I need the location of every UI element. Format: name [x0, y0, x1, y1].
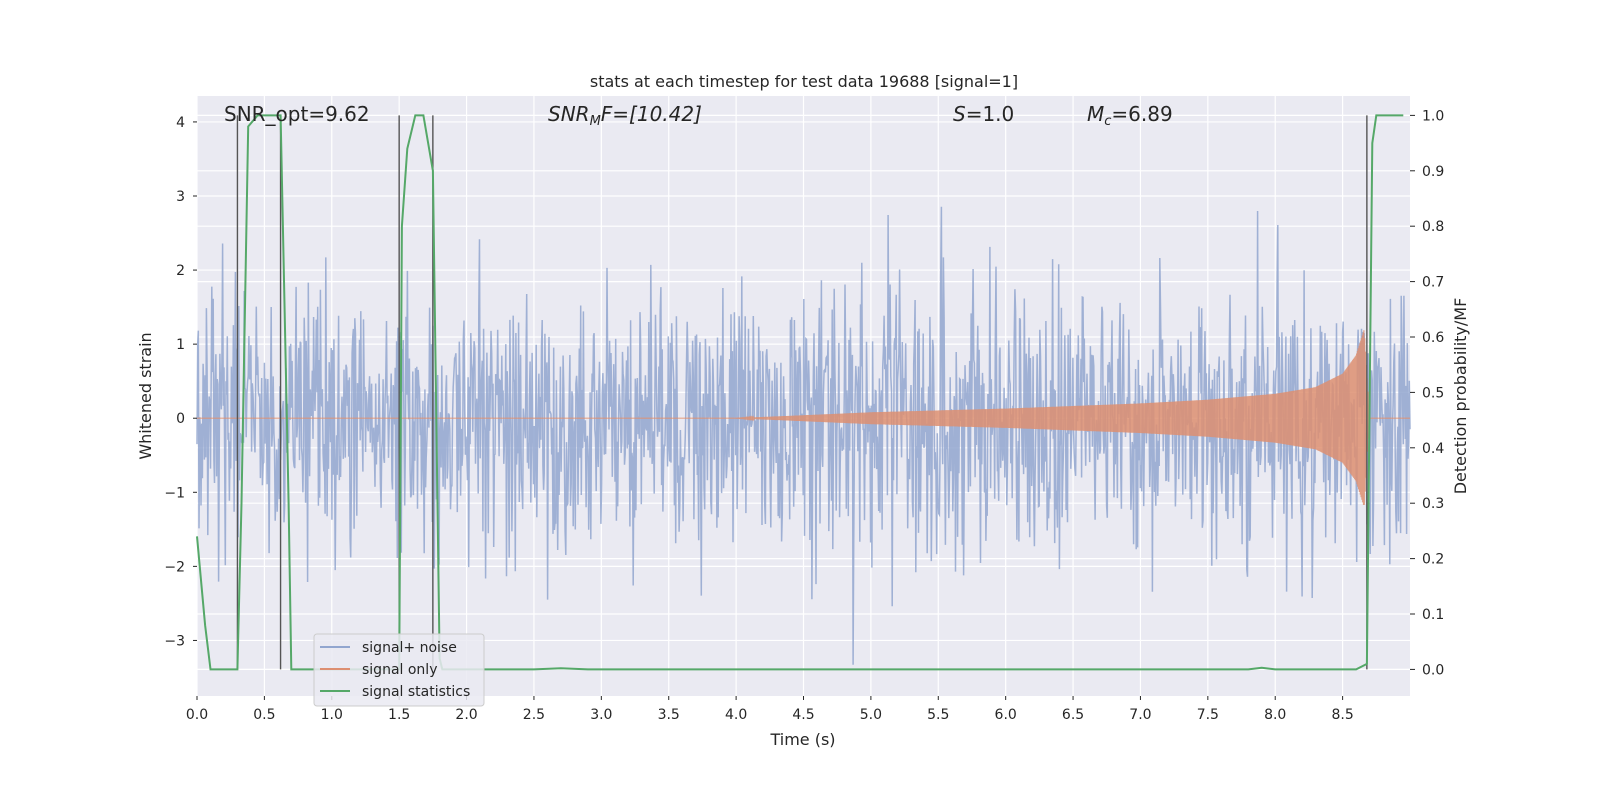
annotation-mc: Mc=6.89: [1087, 102, 1173, 129]
snr-mf-rest: F=[10.42]: [601, 102, 702, 126]
y2-tick-label-1: 0.9: [1422, 164, 1444, 180]
legend-label-signal: signal only: [362, 662, 437, 678]
y-axis-label: Whitened strain: [136, 332, 155, 459]
mc-sub: c: [1104, 114, 1111, 129]
x-tick-label-4: 2.0: [455, 707, 477, 723]
snr-mf-sub: M: [590, 114, 601, 129]
x-tick-label-11: 5.5: [927, 707, 949, 723]
y2-axis-label: Detection probability/MF: [1451, 298, 1470, 495]
x-tick-label-13: 6.5: [1062, 707, 1084, 723]
chart-title: stats at each timestep for test data 196…: [590, 72, 1018, 91]
x-axis-label: Time (s): [769, 730, 835, 749]
x-tick-label-8: 4.0: [725, 707, 747, 723]
x-tick-label-14: 7.0: [1129, 707, 1151, 723]
legend-box: [313, 633, 485, 707]
mc-symbol: M: [1087, 102, 1104, 126]
x-tick-label-2: 1.0: [321, 707, 343, 723]
y2-tick-label-7: 0.3: [1422, 496, 1444, 512]
y-tick-label-7: −3: [164, 633, 185, 649]
legend: signal+ noise signal only signal statist…: [313, 633, 485, 707]
y-axis-ticks: 4 3 2 1 0 −1 −2 −3: [164, 115, 197, 649]
y2-tick-label-0: 1.0: [1422, 108, 1444, 124]
x-tick-label-0: 0.0: [186, 707, 208, 723]
y2-tick-label-10: 0.0: [1422, 662, 1444, 678]
y2-tick-label-8: 0.2: [1422, 552, 1444, 568]
x-tick-label-9: 4.5: [792, 707, 814, 723]
annotation-snr-opt: SNR_opt=9.62: [224, 102, 370, 126]
y2-tick-label-4: 0.6: [1422, 330, 1444, 346]
y-tick-label-4: 0: [176, 411, 185, 427]
y2-tick-label-3: 0.7: [1422, 275, 1444, 291]
y-tick-label-0: 4: [176, 115, 185, 131]
s-value: =1.0: [966, 102, 1015, 126]
y2-tick-label-5: 0.5: [1422, 385, 1444, 401]
y-tick-label-5: −1: [164, 485, 185, 501]
x-tick-label-1: 0.5: [253, 707, 275, 723]
x-tick-label-16: 8.0: [1264, 707, 1286, 723]
annotation-s: S=1.0: [953, 102, 1014, 126]
x-tick-label-6: 3.0: [590, 707, 612, 723]
legend-label-noise: signal+ noise: [362, 640, 457, 656]
s-symbol: S: [953, 102, 966, 126]
signal-statistics-line: [196, 114, 1404, 671]
x-tick-label-7: 3.5: [658, 707, 680, 723]
y2-axis-ticks: 1.0 0.9 0.8 0.7 0.6 0.5 0.4 0.3 0.2 0.1 0.0: [1410, 108, 1444, 678]
y2-tick-label-9: 0.1: [1422, 607, 1444, 623]
annotation-snr-mf: SNRMF=[10.42]: [548, 102, 702, 129]
x-tick-label-10: 5.0: [860, 707, 882, 723]
y-tick-label-2: 2: [176, 263, 185, 279]
x-tick-label-17: 8.5: [1331, 707, 1353, 723]
mc-value: =6.89: [1111, 102, 1172, 126]
y-tick-label-1: 3: [176, 189, 185, 205]
y2-tick-label-2: 0.8: [1422, 219, 1444, 235]
x-tick-label-12: 6.0: [995, 707, 1017, 723]
snr-mf-main: SNR: [548, 102, 590, 126]
legend-label-stats: signal statistics: [362, 684, 470, 700]
x-tick-label-15: 7.5: [1197, 707, 1219, 723]
x-tick-label-5: 2.5: [523, 707, 545, 723]
y-tick-label-6: −2: [164, 559, 185, 575]
y2-tick-label-6: 0.4: [1422, 441, 1444, 457]
x-tick-label-3: 1.5: [388, 707, 410, 723]
x-axis-ticks: 0.0 0.5 1.0 1.5 2.0 2.5 3.0 3.5 4.0 4.5 5.0 5.5 6.0 6…: [186, 696, 1354, 723]
signal-statistics-series: [196, 114, 1404, 671]
y-tick-label-3: 1: [176, 337, 185, 353]
